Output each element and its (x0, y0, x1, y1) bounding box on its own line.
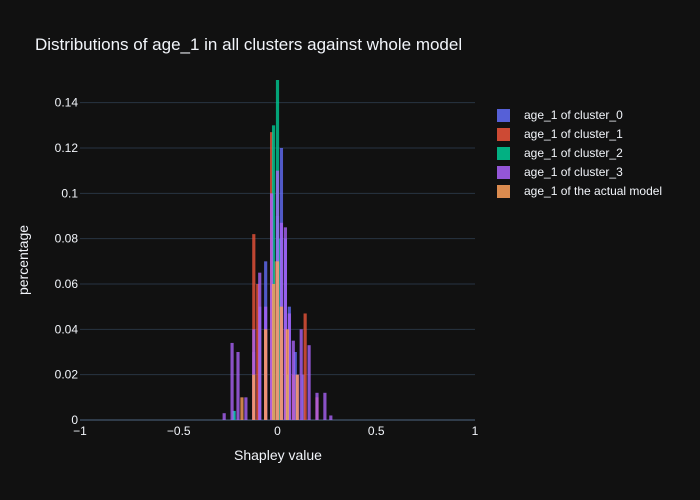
x-tick-label: −1 (73, 424, 87, 438)
histogram-bar (244, 397, 248, 420)
y-tick-label: 0.1 (61, 186, 78, 200)
legend-swatch (497, 185, 510, 198)
histogram-bar (303, 313, 307, 420)
chart-title: Distributions of age_1 in all clusters a… (35, 35, 462, 54)
histogram-bar (295, 374, 299, 420)
histogram-bar (307, 345, 311, 420)
histogram-bar (271, 125, 276, 420)
legend-swatch (497, 109, 510, 122)
legend-item[interactable]: age_1 of cluster_2 (497, 146, 623, 160)
histogram-bar (275, 261, 280, 420)
legend-label: age_1 of cluster_1 (524, 127, 623, 141)
x-tick-label: 0 (274, 424, 281, 438)
legend-swatch (497, 147, 510, 160)
histogram-bar (269, 193, 274, 420)
histogram-bar (285, 329, 289, 420)
histogram-bar (240, 397, 244, 420)
histogram-bar (283, 227, 287, 420)
y-tick-label: 0 (71, 413, 78, 427)
x-tick-label: −0.5 (167, 424, 191, 438)
histogram-bar (279, 306, 284, 420)
y-tick-label: 0.04 (55, 322, 79, 336)
histogram-bar (315, 392, 319, 420)
legend-item[interactable]: age_1 of the actual model (497, 184, 662, 198)
y-axis-ticks: 0 0.02 0.04 0.06 0.08 0.1 0.12 0.14 (55, 96, 79, 427)
legend-label: age_1 of the actual model (524, 184, 662, 198)
histogram-bar (287, 313, 291, 420)
y-tick-label: 0.06 (55, 277, 79, 291)
y-axis-title: percentage (15, 225, 31, 295)
histogram-bar (273, 261, 278, 420)
x-tick-label: 0.5 (368, 424, 385, 438)
legend-label: age_1 of cluster_3 (524, 165, 623, 179)
legend-label: age_1 of cluster_2 (524, 146, 623, 160)
series-4 (240, 261, 299, 420)
histogram-bar (329, 415, 333, 420)
histogram-bar (299, 329, 303, 420)
histogram-bar (301, 374, 305, 420)
histogram-bar (232, 410, 236, 420)
bars (222, 80, 333, 420)
x-tick-label: 1 (472, 424, 479, 438)
y-tick-label: 0.12 (55, 141, 79, 155)
y-tick-label: 0.02 (55, 368, 79, 382)
histogram-bar (252, 234, 256, 420)
histogram-bar (293, 352, 297, 420)
legend-swatch (497, 128, 510, 141)
histogram-bar (256, 284, 260, 420)
x-axis-title: Shapley value (234, 447, 322, 463)
histogram-bar (258, 272, 262, 420)
histogram-bar (323, 392, 327, 420)
legend[interactable]: age_1 of cluster_0 age_1 of cluster_1 age_… (497, 108, 662, 198)
legend-item[interactable]: age_1 of cluster_0 (497, 108, 623, 122)
y-tick-label: 0.14 (55, 96, 79, 110)
legend-swatch (497, 166, 510, 179)
histogram-bar (271, 284, 276, 420)
y-tick-label: 0.08 (55, 232, 79, 246)
legend-item[interactable]: age_1 of cluster_3 (497, 165, 623, 179)
histogram-bar (277, 238, 282, 420)
histogram-bar (236, 352, 240, 420)
legend-label: age_1 of cluster_0 (524, 108, 623, 122)
x-axis-ticks: −1 −0.5 0 0.5 1 (73, 424, 479, 438)
histogram-bar (291, 340, 295, 420)
histogram-bar (264, 329, 268, 420)
histogram-bar (222, 413, 226, 420)
histogram-bar (230, 342, 234, 420)
histogram-bar (252, 374, 256, 420)
legend-item[interactable]: age_1 of cluster_1 (497, 127, 623, 141)
